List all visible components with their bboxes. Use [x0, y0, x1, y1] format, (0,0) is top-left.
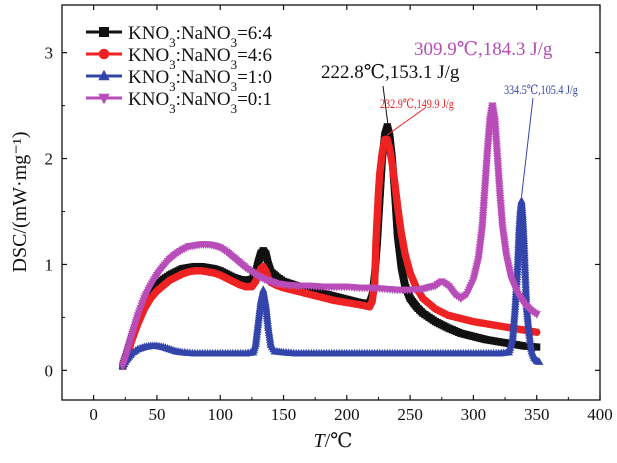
- legend-label: KNO3:NaNO3=0:1: [128, 89, 272, 116]
- legend-subscript: 3: [169, 57, 176, 72]
- legend-subscript: 3: [231, 35, 238, 50]
- legend-subscript: 3: [231, 101, 238, 116]
- legend-text-part: KNO: [128, 45, 169, 66]
- legend-text-part: =1:0: [237, 67, 272, 88]
- leader-1-0: [521, 97, 534, 197]
- legend-subscript: 3: [231, 79, 238, 94]
- legend-label: KNO3:NaNO3=4:6: [128, 45, 272, 72]
- legend-item-3: KNO3:NaNO3=1:0: [86, 67, 272, 94]
- x-tick-label: 0: [89, 405, 98, 424]
- x-tick-label: 250: [397, 405, 423, 424]
- x-axis-unit: /℃: [325, 430, 353, 452]
- annotation-4-6-peak: 232.9℃,149.9 J/g: [380, 97, 454, 111]
- x-tick-label: 150: [271, 405, 297, 424]
- y-tick-label: 3: [45, 44, 54, 63]
- x-tick-label: 200: [334, 405, 360, 424]
- series-4-marker: [532, 311, 541, 319]
- series-1-marker: [533, 343, 541, 351]
- legend-subscript: 3: [231, 57, 238, 72]
- leader-6-4: [382, 85, 389, 126]
- legend-marker: [99, 27, 109, 37]
- x-axis-title: T/℃: [313, 430, 352, 452]
- legend-item-1: KNO3:NaNO3=6:4: [86, 23, 273, 50]
- y-tick-label: 2: [45, 150, 54, 169]
- legend-subscript: 3: [169, 35, 176, 50]
- series-layer: [118, 102, 544, 371]
- legend-item-4: KNO3:NaNO3=0:1: [86, 89, 272, 116]
- legend-marker: [98, 93, 110, 105]
- legend-text-part: :NaNO: [176, 23, 231, 44]
- x-tick-label: 350: [524, 405, 550, 424]
- series-2-line: [120, 137, 538, 367]
- legend-subscript: 3: [169, 101, 176, 116]
- x-tick-label: 50: [148, 405, 165, 424]
- series-4: [118, 102, 541, 371]
- plot-frame: [61, 4, 601, 401]
- legend-text-part: KNO: [128, 89, 169, 110]
- annotations: 222.8℃,153.1 J/g 232.9℃,149.9 J/g 309.9℃…: [321, 39, 578, 197]
- legend: KNO3:NaNO3=6:4KNO3:NaNO3=4:6KNO3:NaNO3=1…: [86, 23, 273, 116]
- legend-text-part: :NaNO: [176, 45, 231, 66]
- annotation-0-1-peak: 309.9℃,184.3 J/g: [414, 39, 553, 60]
- x-tick-label: 400: [587, 405, 613, 424]
- legend-label: KNO3:NaNO3=6:4: [128, 23, 273, 50]
- legend-text-part: :NaNO: [176, 67, 231, 88]
- legend-item-2: KNO3:NaNO3=4:6: [86, 45, 272, 72]
- annotation-6-4-peak: 222.8℃,153.1 J/g: [321, 62, 460, 83]
- legend-text-part: =4:6: [237, 45, 272, 66]
- legend-text-part: KNO: [128, 67, 169, 88]
- series-4-line: [120, 103, 538, 367]
- y-axis-title: DSC/(mW·mg⁻¹): [9, 132, 31, 273]
- leader-4-6: [386, 107, 426, 136]
- legend-subscript: 3: [169, 79, 176, 94]
- series-3-marker: [535, 357, 544, 365]
- y-tick-label: 0: [45, 361, 54, 380]
- legend-marker: [98, 69, 110, 81]
- legend-text-part: :NaNO: [176, 89, 231, 110]
- legend-text-part: =6:4: [237, 23, 272, 44]
- x-tick-label: 100: [207, 405, 233, 424]
- series-3: [118, 196, 544, 370]
- legend-text-part: =0:1: [237, 89, 272, 110]
- x-axis-variable: T: [313, 430, 326, 452]
- legend-label: KNO3:NaNO3=1:0: [128, 67, 272, 94]
- annotation-1-0-peak: 334.5℃,105.4 J/g: [504, 83, 578, 97]
- legend-text-part: KNO: [128, 23, 169, 44]
- y-tick-label: 1: [45, 255, 54, 274]
- legend-marker: [98, 48, 110, 60]
- series-2-marker: [532, 328, 541, 337]
- x-tick-label: 300: [461, 405, 487, 424]
- axis-ticks: 0 50 100 150 200 250 300 350 400 0 1 2 3: [45, 5, 613, 424]
